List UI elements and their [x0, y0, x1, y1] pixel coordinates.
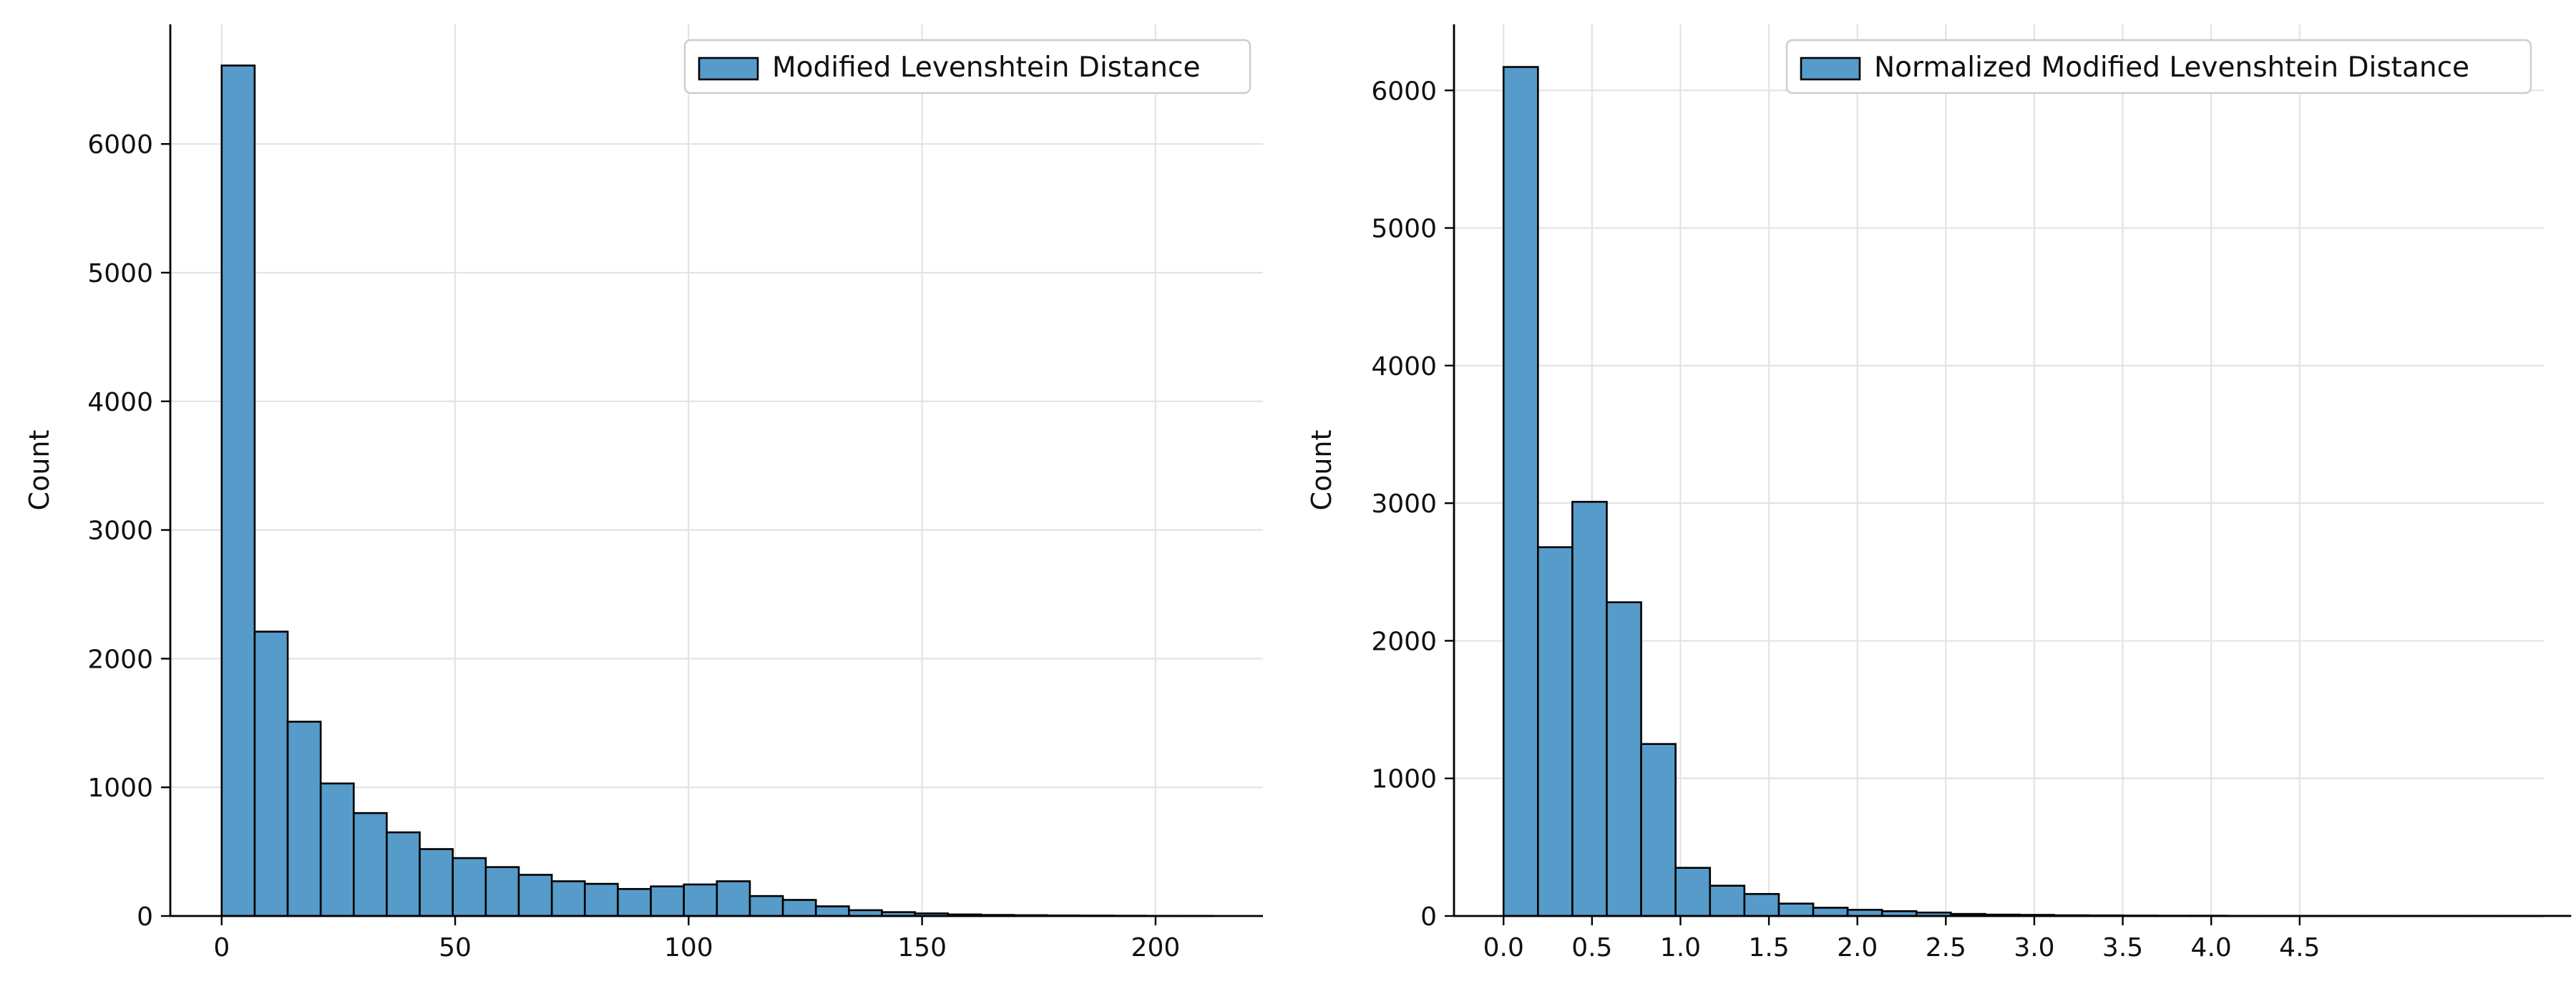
histogram-bar [1537, 546, 1574, 917]
y-tick-label: 2000 [87, 645, 153, 674]
x-tick-label: 1.5 [1748, 933, 1789, 963]
histogram-bar [1674, 867, 1712, 917]
x-tick-label: 4.5 [2279, 933, 2320, 963]
x-tick-label: 0.5 [1571, 933, 1612, 963]
histogram-bar [583, 882, 619, 917]
y-axis-label: Count [24, 430, 55, 511]
x-tick-label: 0.0 [1483, 933, 1524, 963]
histogram-bar [386, 831, 421, 917]
histogram-bar [220, 64, 256, 917]
histogram-bar [716, 880, 751, 917]
histogram-bar [1571, 500, 1608, 917]
histogram-bar [814, 905, 850, 917]
histogram-bar [319, 782, 355, 917]
histogram-bar [353, 812, 388, 917]
y-tick-label: 4000 [1371, 352, 1437, 381]
histogram-bar [683, 883, 718, 917]
histogram-bar [1640, 743, 1677, 917]
histogram-bar [650, 885, 685, 917]
legend-label: Modified Levenshtein Distance [772, 52, 1200, 84]
histogram-bar [550, 880, 586, 917]
y-tick-label: 5000 [87, 259, 153, 288]
histogram-bar [781, 899, 817, 917]
histogram-bar [1812, 907, 1849, 917]
x-tick-label: 3.5 [2102, 933, 2143, 963]
histogram-bar [1743, 892, 1780, 917]
histogram-bar [484, 866, 520, 917]
histogram-bar [286, 721, 322, 917]
histogram-bar [1709, 885, 1746, 917]
histogram-bar [1502, 66, 1539, 917]
x-tick-label: 200 [1131, 933, 1181, 963]
y-tick-label: 4000 [87, 388, 153, 417]
legend-swatch [1800, 57, 1861, 81]
histogram-bar [517, 874, 553, 917]
y-tick-label: 3000 [1371, 489, 1437, 519]
histogram-bar [1777, 902, 1815, 917]
x-tick-label: 100 [664, 933, 713, 963]
y-tick-label: 0 [1420, 902, 1437, 932]
y-tick-label: 0 [137, 902, 153, 932]
legend-box [683, 39, 1252, 94]
y-tick-label: 6000 [1371, 77, 1437, 106]
histogram-bar [748, 895, 784, 917]
histogram-bar [452, 857, 487, 917]
y-tick-label: 6000 [87, 130, 153, 160]
right-histogram-panel: 0.0 0.5 1.0 1.5 2.0 2.5 3.0 3.5 4.0 4.5 0 1000 2000 3… [1306, 24, 2572, 963]
histogram-bar [1606, 601, 1642, 917]
y-tick-label: 2000 [1371, 627, 1437, 656]
histogram-bar [253, 630, 289, 917]
legend-label: Normalized Modified Levenshtein Distance [1874, 52, 2469, 84]
histogram-bar [419, 848, 454, 917]
legend-box [1785, 39, 2532, 94]
x-tick-label: 150 [897, 933, 947, 963]
x-tick-label: 50 [439, 933, 472, 963]
x-tick-label: 3.0 [2014, 933, 2054, 963]
y-tick-label: 1000 [1371, 765, 1437, 794]
x-tick-label: 2.0 [1837, 933, 1878, 963]
x-tick-label: 1.0 [1660, 933, 1701, 963]
y-tick-label: 3000 [87, 517, 153, 546]
y-tick-label: 1000 [87, 774, 153, 803]
legend-swatch [698, 57, 759, 81]
x-tick-label: 4.0 [2191, 933, 2232, 963]
y-axis-label: Count [1306, 430, 1337, 511]
y-tick-label: 5000 [1371, 215, 1437, 244]
left-histogram-panel: 0 50 100 150 2000100020003000400050006000Cou… [24, 24, 1263, 963]
x-tick-label: 2.5 [1926, 933, 1966, 963]
x-tick-label: 0 [213, 933, 230, 963]
histogram-bar [617, 887, 652, 917]
